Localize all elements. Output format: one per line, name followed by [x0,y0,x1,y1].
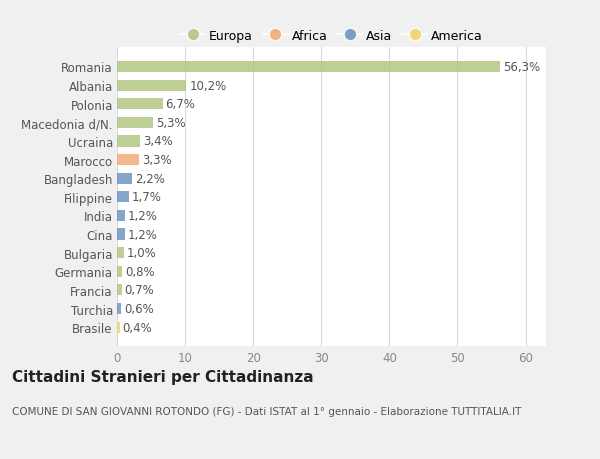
Bar [117,118,153,129]
Bar [117,136,140,147]
Bar [117,229,125,240]
Text: 6,7%: 6,7% [166,98,195,111]
Text: 1,2%: 1,2% [128,209,158,223]
Bar [117,62,500,73]
Text: 0,8%: 0,8% [125,265,155,278]
Text: 1,0%: 1,0% [127,246,156,260]
Text: 10,2%: 10,2% [189,79,226,92]
Text: COMUNE DI SAN GIOVANNI ROTONDO (FG) - Dati ISTAT al 1° gennaio - Elaborazione TU: COMUNE DI SAN GIOVANNI ROTONDO (FG) - Da… [12,406,521,416]
Bar [117,155,139,166]
Bar [117,303,121,314]
Bar [117,322,120,333]
Bar [117,247,124,259]
Text: 0,4%: 0,4% [122,321,152,334]
Bar [117,210,125,222]
Text: 0,6%: 0,6% [124,302,154,315]
Bar [117,99,163,110]
Bar [117,80,187,91]
Text: Cittadini Stranieri per Cittadinanza: Cittadini Stranieri per Cittadinanza [12,369,314,385]
Text: 3,4%: 3,4% [143,135,173,148]
Text: 56,3%: 56,3% [503,61,540,74]
Bar [117,173,132,185]
Legend: Europa, Africa, Asia, America: Europa, Africa, Asia, America [175,25,488,48]
Text: 1,7%: 1,7% [131,191,161,204]
Text: 0,7%: 0,7% [124,284,154,297]
Bar [117,266,122,277]
Text: 3,3%: 3,3% [142,154,172,167]
Text: 2,2%: 2,2% [135,172,164,185]
Text: 1,2%: 1,2% [128,228,158,241]
Bar [117,285,122,296]
Bar [117,192,128,203]
Text: 5,3%: 5,3% [156,117,185,129]
